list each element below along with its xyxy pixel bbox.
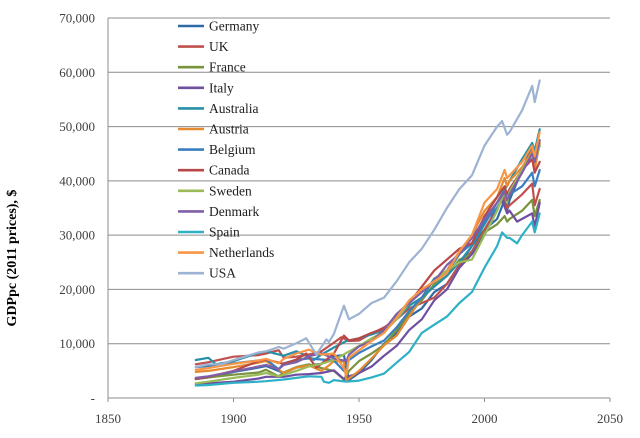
series-line-austria	[194, 141, 541, 382]
y-tick-label: 30,000	[59, 228, 95, 243]
legend-label: Australia	[209, 101, 259, 116]
legend-label: Germany	[209, 19, 259, 34]
x-tick-labels: 1850 1900 1950 2000 2050	[95, 411, 623, 426]
y-tick-label: 20,000	[59, 282, 95, 297]
axes	[107, 18, 611, 402]
series-line-usa	[194, 79, 541, 369]
legend-label: UK	[209, 39, 229, 54]
x-tick-label: 1950	[346, 411, 372, 426]
x-tick-label: 2050	[597, 411, 623, 426]
y-axis-title: GDPpc (2011 prices), $	[5, 190, 20, 327]
legend-label: Sweden	[209, 183, 252, 198]
y-tick-label: 60,000	[59, 65, 95, 80]
y-tick-label: 50,000	[59, 119, 95, 134]
gridlines	[108, 17, 610, 345]
legend-label: France	[209, 60, 246, 75]
legend: Germany UK France Italy Australia Austria Belg…	[178, 19, 274, 281]
y-tick-labels: - 10,000 20,000 30,000 40,000 50,000 60,000 70,…	[59, 11, 95, 406]
x-tick-label: 2000	[472, 411, 498, 426]
x-tick-label: 1900	[221, 411, 247, 426]
x-tick-label: 1850	[95, 411, 121, 426]
plot-area	[194, 79, 541, 387]
legend-label: Austria	[209, 122, 249, 137]
y-tick-label: -	[91, 391, 95, 406]
legend-label: Netherlands	[209, 245, 274, 260]
series-line-spain	[194, 212, 541, 387]
legend-label: USA	[209, 266, 236, 281]
legend-label: Belgium	[209, 142, 256, 157]
y-tick-label: 40,000	[59, 173, 95, 188]
series-line-italy	[194, 198, 541, 385]
legend-label: Italy	[209, 80, 234, 95]
legend-label: Spain	[209, 225, 240, 240]
series-line-netherlands	[194, 130, 541, 376]
series-line-denmark	[194, 139, 541, 379]
y-tick-label: 70,000	[59, 11, 95, 26]
y-tick-label: 10,000	[59, 336, 95, 351]
legend-label: Denmark	[209, 204, 259, 219]
legend-label: Canada	[209, 163, 249, 178]
